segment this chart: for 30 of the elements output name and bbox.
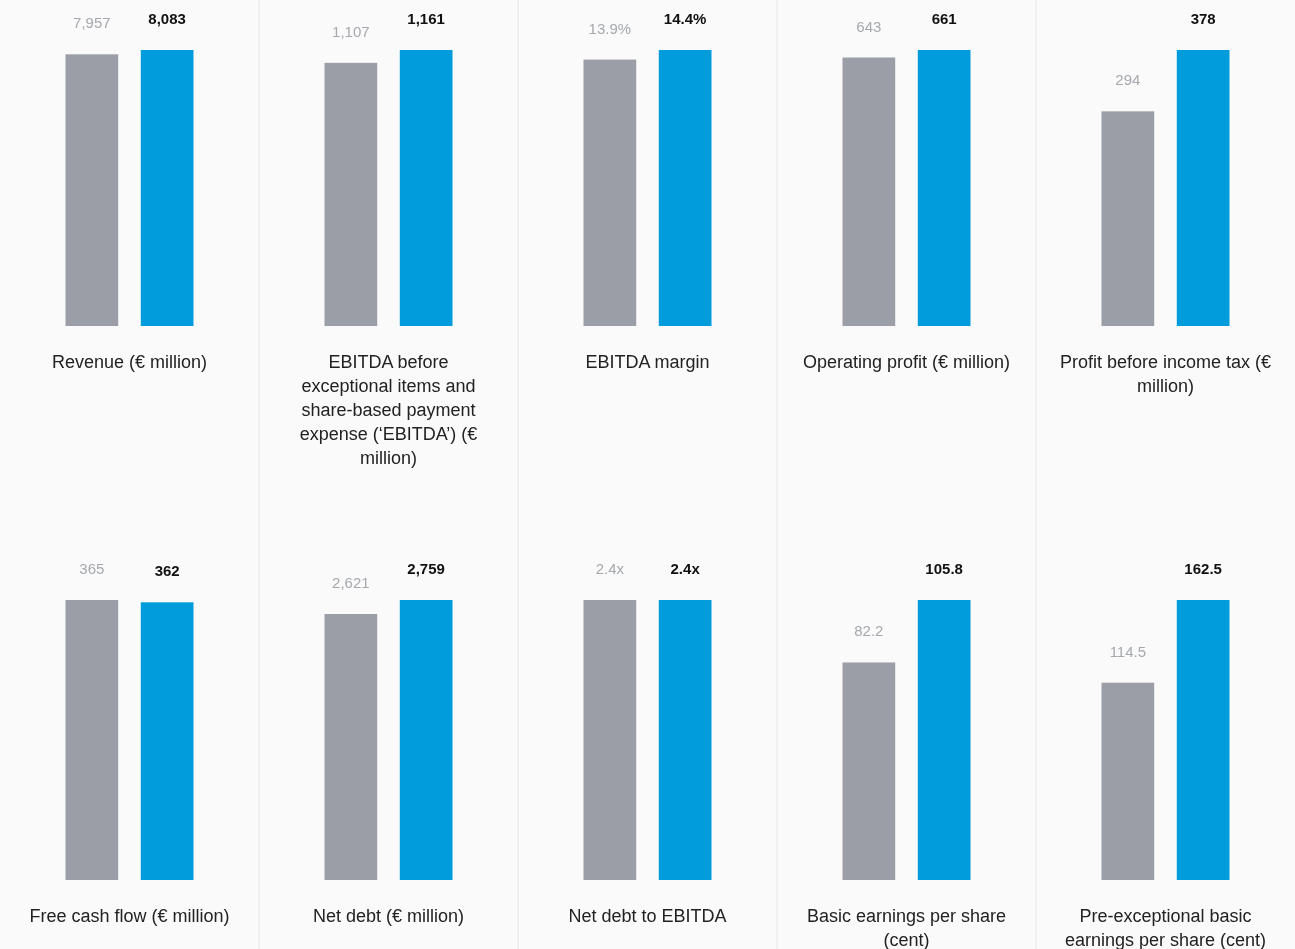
data-label: 365 [79, 560, 105, 577]
data-label: 2.4x [595, 560, 625, 577]
data-label: 661 [931, 10, 957, 27]
data-label: 1,107 [332, 22, 370, 40]
data-label: 114.5 [1109, 642, 1147, 660]
text: Pre-exceptional basic earnings per share (cent) [1064, 906, 1267, 949]
text: EBITDA before exceptional items and share-based payment expense (‘EBITDA’) (€ million) [299, 352, 478, 468]
text: Operating profit (€ million) [802, 352, 1011, 372]
data-label: 162.5 [1184, 560, 1222, 577]
data-label: 378 [1190, 10, 1216, 27]
data-label: 643 [856, 17, 882, 35]
text: Net debt (€ million) [312, 906, 465, 926]
data-label: 294 [1115, 71, 1141, 89]
text: Profit before income tax (€ million) [1059, 352, 1272, 396]
data-label: 14.4% [663, 10, 707, 27]
text: Net debt to EBITDA [568, 906, 727, 926]
data-label: 7,957 [73, 14, 111, 32]
data-label: 82.2 [854, 622, 884, 640]
text: Free cash flow (€ million) [29, 906, 230, 926]
data-label: 13.9% [588, 19, 632, 37]
data-label: 2,621 [332, 574, 370, 592]
data-label: 2,759 [407, 560, 445, 577]
data-label: 105.8 [925, 560, 963, 577]
data-label: 1,161 [407, 10, 445, 27]
text: Revenue (€ million) [51, 352, 208, 372]
data-label: 8,083 [148, 10, 186, 27]
text: Basic earnings per share (cent) [806, 906, 1007, 949]
text: EBITDA margin [585, 352, 710, 372]
data-label: 2.4x [670, 560, 701, 577]
data-label: 362 [154, 562, 180, 580]
